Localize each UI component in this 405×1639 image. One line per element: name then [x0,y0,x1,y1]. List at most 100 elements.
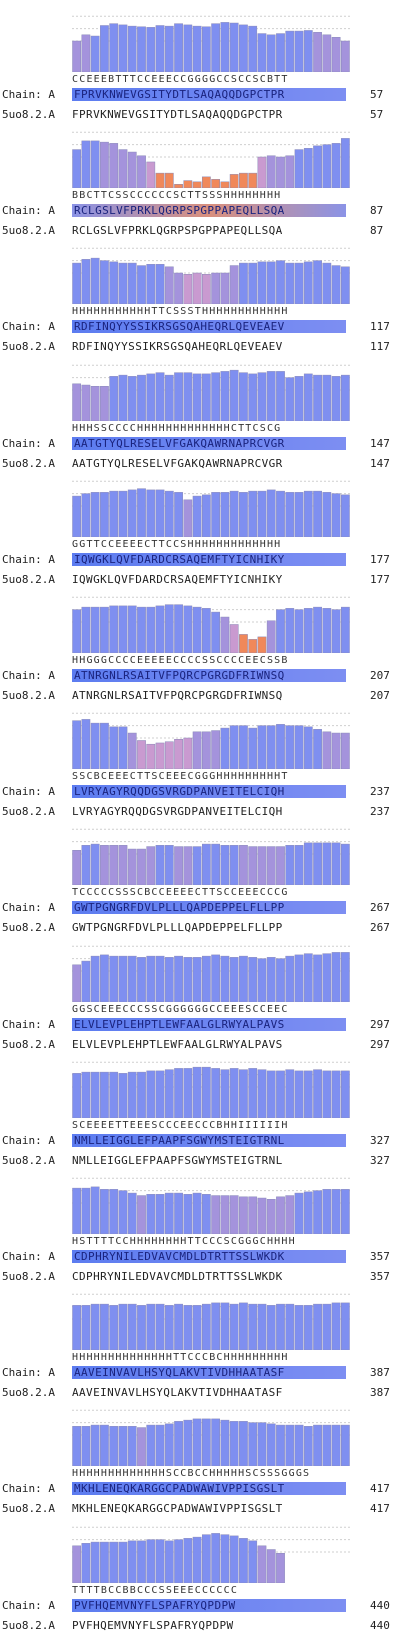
residue-bar [303,1305,313,1351]
chain-sequence: CDPHRYNILEDVAVCMDLDTRTTSSLWKDK [72,1250,346,1263]
residue-bar [174,23,183,72]
chain-sequence: ATNRGNLRSAITVFPQRCPGRGDFRIWNSQ [72,669,346,682]
residue-bar [118,726,128,770]
template-sequence: LVRYAGYRQQDGSVRGDPANVEITELCIQH [72,805,283,819]
residue-bar [322,374,332,421]
residue-bar [248,263,258,305]
template-sequence: ELVLEVPLEHPTLEWFAALGLRWYALPAVS [72,1037,283,1051]
residue-bar [109,1541,119,1583]
residue-bar [164,374,174,421]
residue-bar [331,732,341,770]
residue-bar [248,1196,258,1234]
residue-bar [220,1420,230,1467]
residue-bar [248,1422,258,1467]
chain-sequence: ELVLEVPLEHPTLEWFAALGLRWYALPAVS [72,1017,346,1031]
residue-bar [229,1535,239,1583]
residue-end-number: 177 [370,572,390,586]
residue-bar [164,845,174,886]
residue-bar [146,161,156,189]
residue-bar [322,842,332,886]
residue-bar [322,731,332,770]
residue-bar [100,385,109,421]
residue-bar [239,371,248,421]
residue-bar [211,1419,221,1467]
residue-bar [100,845,109,886]
residue-bar [174,273,183,305]
residue-end-number: 237 [370,785,390,799]
residue-bar [127,732,137,770]
template-sequence: RCLGSLVFPRKLQGRPSPGPPAPEQLLSQA [72,224,283,238]
residue-bar [248,846,258,886]
template-sequence: CDPHRYNILEDVAVCMDLDTRTTSSLWKDK [72,1270,283,1283]
residue-bar [109,1305,119,1351]
residue-bar [257,846,267,886]
residue-bar [174,491,183,537]
residue-bar [211,1302,221,1351]
residue-bar [313,1190,322,1234]
residue-bar [285,1304,295,1351]
template-label: 5uo8.2.A [2,1618,55,1632]
residue-bar [90,140,100,189]
residue-bar [146,1304,156,1351]
residue-bar [201,1304,211,1351]
template-label: 5uo8.2.A [2,921,55,935]
residue-bar [174,1067,183,1118]
residue-bar [164,604,174,653]
quality-bar-chart [72,823,350,886]
residue-bar [183,1537,193,1583]
chain-label: Chain: A [2,1366,55,1380]
residue-bar [303,952,313,1002]
residue-bar [155,1425,165,1467]
template-label: 5uo8.2.A [2,340,55,354]
template-label: 5uo8.2.A [2,1270,55,1283]
residue-end-number: 357 [370,1250,390,1263]
residue-bar [90,1071,100,1118]
residue-bar [146,1194,156,1234]
residue-bar [322,1070,332,1118]
residue-bar [257,725,267,770]
residue-bar [303,30,313,72]
residue-end-number: 177 [370,552,390,566]
template-label: 5uo8.2.A [2,1386,55,1400]
residue-bar [303,490,313,537]
residue-bar [294,609,304,653]
residue-bar [174,184,183,189]
residue-bar [72,40,82,72]
residue-bar [331,265,341,305]
residue-bar [211,23,221,72]
residue-bar [229,369,239,421]
residue-bar [100,491,109,537]
template-sequence: AAVEINVAVLHSYQLAKVTIVDHHAATASF [72,1386,283,1400]
residue-bar [100,954,109,1002]
residue-bar [164,266,174,305]
residue-bar [248,1067,258,1118]
residue-bar [313,729,322,770]
residue-bar [90,35,100,72]
residue-bar [211,1532,221,1583]
residue-bar [164,956,174,1002]
residue-bar [90,723,100,770]
residue-end-number: 117 [370,340,390,354]
residue-bar [313,490,322,537]
residue-bar [294,491,304,537]
residue-bar [183,1420,193,1467]
residue-bar [109,845,119,886]
residue-bar [248,728,258,770]
residue-bar [192,1419,202,1467]
residue-bar [90,1186,100,1234]
residue-bar [201,1533,211,1583]
residue-bar [266,34,276,72]
residue-bar [118,490,128,537]
residue-bar [127,1426,137,1467]
residue-bar [192,273,202,305]
residue-bar [118,24,128,72]
residue-bar [127,263,137,305]
residue-end-number: 87 [370,204,384,218]
residue-bar [266,846,276,886]
residue-bar [313,32,322,72]
chain-sequence: GWTPGNGRFDVLPLLLQAPDEPPELFLLPP [72,901,346,915]
residue-end-number: 207 [370,669,390,682]
chain-label: Chain: A [2,785,55,799]
residue-bar [100,1189,109,1234]
residue-bar [211,611,221,653]
